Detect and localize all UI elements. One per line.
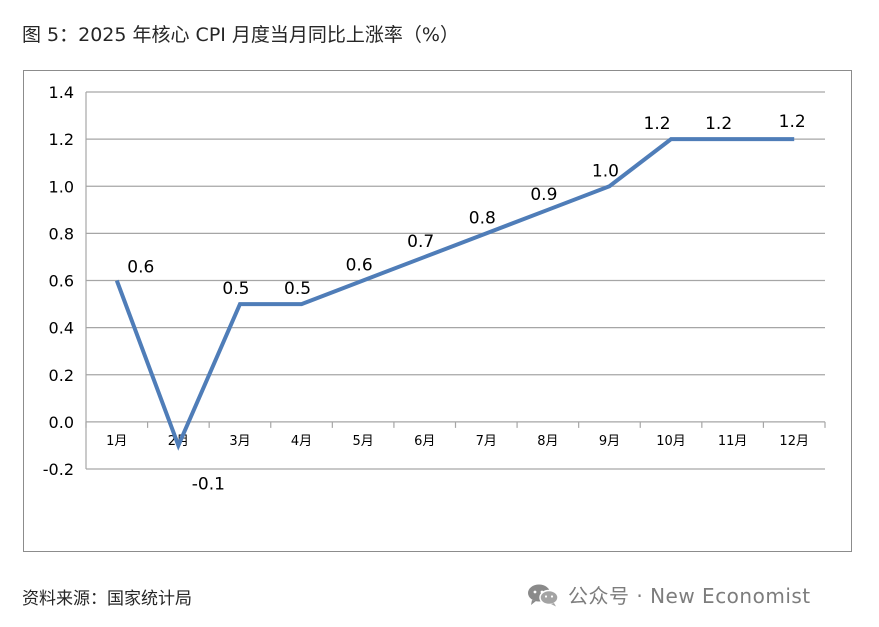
data-label: 1.2 — [644, 114, 671, 134]
series-line — [114, 137, 795, 451]
data-labels: 0.6 -0.1 0.5 0.5 0.6 0.7 0.8 0.9 1.0 1.2 1.2 1.2 — [127, 112, 805, 494]
x-tick-labels: 1月 2月 3月 4月 5月 6月 7月 8月 9月 10月 11月 12月 — [106, 434, 809, 449]
data-label: 0.5 — [222, 279, 249, 299]
x-tick-label: 12月 — [779, 434, 809, 449]
data-label: 1.0 — [592, 161, 619, 181]
x-tick-label: 4月 — [291, 434, 312, 449]
x-tick-label: 1月 — [106, 434, 127, 449]
x-tick-label: 5月 — [352, 434, 373, 449]
x-tick-label: 6月 — [414, 434, 435, 449]
y-tick-label: 1.2 — [49, 130, 74, 149]
data-label: 0.5 — [284, 279, 311, 299]
data-label: 0.7 — [407, 232, 434, 252]
x-tick-label: 3月 — [229, 434, 250, 449]
data-label: 1.2 — [779, 112, 806, 132]
series-line-path — [114, 137, 795, 451]
x-tick-label: 9月 — [599, 434, 620, 449]
y-tick-label: 0.0 — [49, 413, 74, 432]
watermark-text: 公众号 · New Economist — [568, 584, 811, 608]
axes — [85, 92, 826, 469]
y-tick-label: 0.6 — [49, 272, 74, 291]
data-label: 0.6 — [346, 256, 373, 276]
y-tick-labels: -0.2 0.0 0.2 0.4 0.6 0.8 1.0 1.2 1.4 — [43, 83, 74, 479]
x-tick-label: 7月 — [476, 434, 497, 449]
y-tick-label: 0.8 — [49, 224, 74, 243]
x-tick-label: 11月 — [718, 434, 748, 449]
data-label: 0.9 — [530, 185, 557, 205]
y-tick-label: -0.2 — [43, 460, 74, 479]
y-tick-label: 1.4 — [49, 83, 74, 102]
x-tick-label: 8月 — [537, 434, 558, 449]
data-label: 1.2 — [705, 114, 732, 134]
grid-lines — [86, 91, 825, 470]
data-label: 0.8 — [469, 208, 496, 228]
data-label: -0.1 — [192, 474, 225, 494]
chart-frame — [23, 70, 852, 552]
x-tick-label: 10月 — [656, 434, 686, 449]
y-tick-label: 0.4 — [49, 319, 74, 338]
y-tick-label: 0.2 — [49, 366, 74, 385]
wechat-icon — [528, 584, 559, 606]
source-note: 资料来源：国家统计局 — [22, 589, 192, 609]
data-label: 0.6 — [127, 258, 154, 278]
y-tick-label: 1.0 — [49, 177, 74, 196]
watermark: 公众号 · New Economist — [526, 580, 811, 609]
chart-title: 图 5：2025 年核心 CPI 月度当月同比上涨率（%） — [22, 24, 459, 46]
